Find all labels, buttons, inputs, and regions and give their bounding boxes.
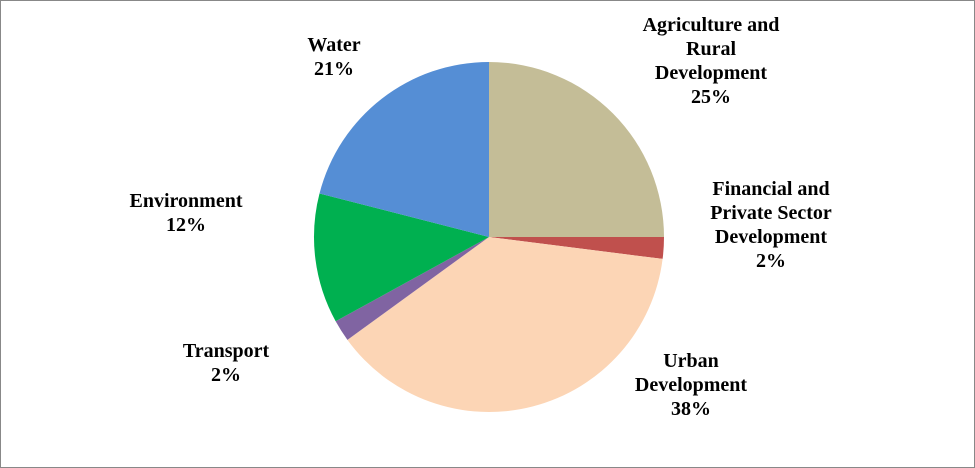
slice-label: Environment 12% — [106, 189, 266, 237]
percent: 12% — [166, 214, 206, 236]
category: Environment — [129, 190, 243, 212]
percent: 2% — [211, 364, 241, 386]
pie-slice — [489, 62, 664, 237]
category: Financial and Private Sector Development — [710, 178, 832, 248]
category: Urban Development — [634, 350, 748, 396]
pie-slice — [347, 237, 663, 412]
pie-slice — [314, 193, 489, 322]
category: Transport — [182, 340, 270, 362]
category: Water — [307, 34, 361, 56]
percent: 2% — [756, 250, 786, 272]
pie-slice — [319, 62, 489, 237]
pie-slice — [335, 237, 489, 340]
slice-label: Financial and Private Sector Development… — [686, 177, 856, 273]
slice-label: Water 21% — [289, 33, 379, 81]
slice-label: Transport 2% — [161, 339, 291, 387]
percent: 25% — [691, 86, 731, 108]
pie-slice — [489, 237, 664, 259]
category: Agriculture and Rural Development — [642, 14, 780, 84]
slice-label: Agriculture and Rural Development 25% — [641, 13, 781, 109]
slice-label: Urban Development 38% — [616, 349, 766, 421]
percent: 38% — [671, 398, 711, 420]
percent: 21% — [314, 58, 354, 80]
